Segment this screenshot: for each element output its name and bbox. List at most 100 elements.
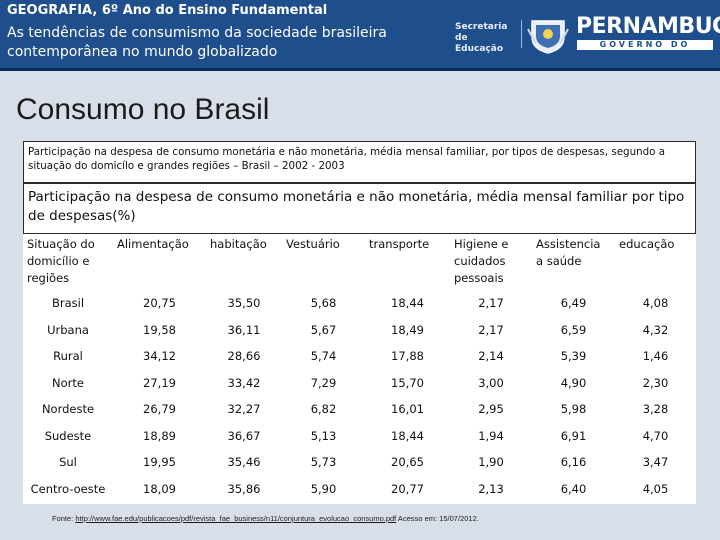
table-row: Norte 27,19 33,42 7,29 15,70 3,00 4,90 2,30 <box>23 370 696 397</box>
value-cell: 6,59 <box>560 322 587 337</box>
value-cell: 20,65 <box>391 455 424 470</box>
value-cell: 3,00 <box>478 375 504 390</box>
header-band: GEOGRAFIA, 6º Ano do Ensino Fundamental … <box>0 0 720 68</box>
table-body: Brasil 20,75 35,50 5,68 18,44 2,17 6,49 4,08 Urb… <box>23 290 696 502</box>
value-cell: 16,01 <box>391 402 424 417</box>
value-cell: 3,47 <box>642 455 669 470</box>
value-cell: 18,44 <box>391 296 424 311</box>
column-header: habitação <box>210 237 267 251</box>
column-header: Higiene e cuidados pessoais <box>454 237 509 285</box>
value-cell: 7,29 <box>310 375 337 390</box>
value-cell: 4,05 <box>642 481 669 496</box>
value-cell: 19,58 <box>143 322 176 337</box>
table-row: Centro-oeste 18,09 35,86 5,90 20,77 2,13 6,40 4… <box>23 476 696 503</box>
value-cell: 18,89 <box>143 428 176 443</box>
value-cell: 35,86 <box>227 481 261 496</box>
lesson-subtitle: As tendências de consumismo da sociedade… <box>7 24 447 62</box>
value-cell: 6,82 <box>310 402 337 417</box>
state-seal-icon <box>527 20 569 54</box>
value-cell: 5,67 <box>310 322 337 337</box>
value-cell: 36,67 <box>227 428 261 443</box>
expenses-table: Situação do domicílio e regiões Alimentaç… <box>23 234 696 502</box>
table-row: Nordeste 26,79 32,27 6,82 16,01 2,95 5,98 3,28 <box>23 396 696 423</box>
table-header-row: Situação do domicílio e regiões Alimentaç… <box>23 234 696 290</box>
column-header: educação <box>619 237 675 251</box>
value-cell: 34,12 <box>143 349 176 364</box>
table-caption-box: Participação na despesa de consumo monet… <box>23 141 696 183</box>
value-cell: 35,46 <box>227 455 261 470</box>
column-header: Assistencia a saúde <box>536 237 601 268</box>
value-cell: 15,70 <box>391 375 424 390</box>
value-cell: 35,50 <box>227 296 261 311</box>
value-cell: 4,32 <box>642 322 669 337</box>
source-footnote: Fonte: http://www.fae.edu/publicacoes/pd… <box>52 514 479 523</box>
region-cell: Sul <box>59 455 77 470</box>
value-cell: 19,95 <box>143 455 176 470</box>
value-cell: 18,44 <box>391 428 424 443</box>
state-tagline: GOVERNO DO ESTADO <box>577 40 713 59</box>
state-name: PERNAMBUCO <box>576 14 720 39</box>
region-cell: Nordeste <box>41 402 95 417</box>
course-title: GEOGRAFIA, 6º Ano do Ensino Fundamental <box>7 3 328 18</box>
value-cell: 5,98 <box>560 402 587 417</box>
value-cell: 3,28 <box>642 402 669 417</box>
value-cell: 5,68 <box>310 296 337 311</box>
footnote-suffix: Acesso em: 15/07/2012. <box>396 514 479 523</box>
value-cell: 4,08 <box>642 296 669 311</box>
secretaria-line2: Educação <box>455 44 503 54</box>
secretaria-line1: Secretaria de <box>455 22 508 43</box>
value-cell: 4,70 <box>642 428 669 443</box>
value-cell: 33,42 <box>227 375 261 390</box>
value-cell: 2,95 <box>478 402 504 417</box>
region-cell: Brasil <box>51 296 85 311</box>
value-cell: 6,40 <box>560 481 587 496</box>
table-title-box: Participação na despesa de consumo monet… <box>23 183 696 234</box>
value-cell: 20,75 <box>143 296 176 311</box>
value-cell: 26,79 <box>143 402 176 417</box>
header-divider <box>521 20 522 48</box>
column-header: transporte <box>369 237 430 251</box>
value-cell: 18,49 <box>391 322 424 337</box>
region-cell: Norte <box>52 375 84 390</box>
region-cell: Urbana <box>47 322 89 337</box>
table-row: Rural 34,12 28,66 5,74 17,88 2,14 5,39 1,46 <box>23 343 696 370</box>
column-header: Alimentação <box>117 237 189 251</box>
value-cell: 5,39 <box>560 349 587 364</box>
value-cell: 2,17 <box>478 322 504 337</box>
value-cell: 2,30 <box>642 375 669 390</box>
value-cell: 18,09 <box>143 481 176 496</box>
value-cell: 2,17 <box>478 296 504 311</box>
secretaria-label: Secretaria de Educação <box>455 22 519 55</box>
region-cell: Sudeste <box>44 428 92 443</box>
footnote-prefix: Fonte: <box>52 514 76 523</box>
value-cell: 6,16 <box>560 455 587 470</box>
lesson-subtitle-line1: As tendências de consumismo da sociedade… <box>7 25 387 41</box>
value-cell: 5,13 <box>310 428 337 443</box>
value-cell: 17,88 <box>391 349 424 364</box>
value-cell: 1,90 <box>478 455 504 470</box>
table-row: Brasil 20,75 35,50 5,68 18,44 2,17 6,49 4,08 <box>23 290 696 317</box>
region-cell: Centro-oeste <box>30 481 106 496</box>
expenses-table-container: Situação do domicílio e regiões Alimentaç… <box>23 234 696 504</box>
table-row: Urbana 19,58 36,11 5,67 18,49 2,17 6,59 4,32 <box>23 317 696 344</box>
value-cell: 1,46 <box>642 349 669 364</box>
source-link[interactable]: http://www.fae.edu/publicacoes/pdf/revis… <box>75 514 397 523</box>
value-cell: 6,49 <box>560 296 587 311</box>
value-cell: 4,90 <box>560 375 587 390</box>
value-cell: 6,91 <box>560 428 587 443</box>
column-header: Vestuário <box>286 237 340 251</box>
table-row: Sul 19,95 35,46 5,73 20,65 1,90 6,16 3,47 <box>23 449 696 476</box>
page-title: Consumo no Brasil <box>16 93 270 126</box>
value-cell: 5,90 <box>310 481 337 496</box>
value-cell: 2,14 <box>478 349 504 364</box>
value-cell: 1,94 <box>478 428 504 443</box>
value-cell: 5,73 <box>310 455 337 470</box>
value-cell: 2,13 <box>478 481 504 496</box>
region-cell: Rural <box>53 349 83 364</box>
table-row: Sudeste 18,89 36,67 5,13 18,44 1,94 6,91 4,70 <box>23 423 696 450</box>
value-cell: 36,11 <box>227 322 261 337</box>
value-cell: 28,66 <box>227 349 261 364</box>
header-rule <box>0 68 720 71</box>
value-cell: 20,77 <box>391 481 424 496</box>
value-cell: 5,74 <box>310 349 337 364</box>
